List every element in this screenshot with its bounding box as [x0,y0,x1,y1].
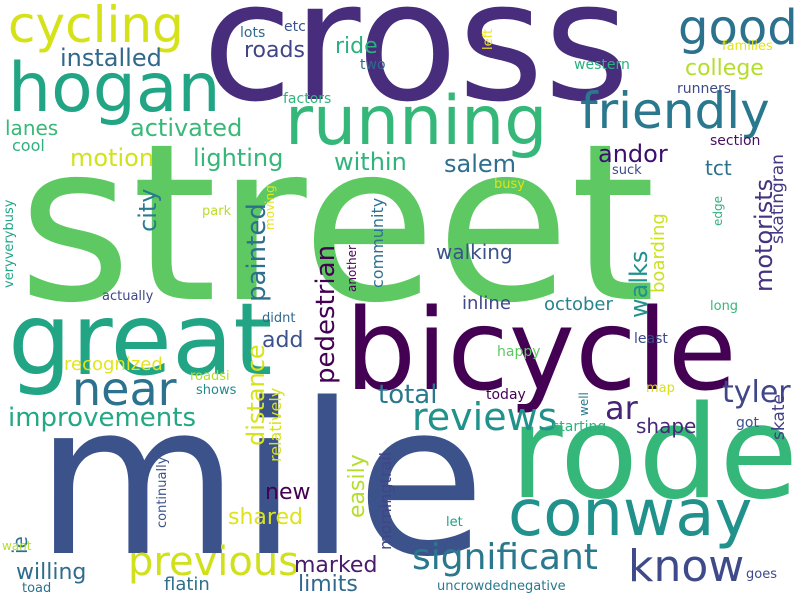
word-previous: previous [128,539,300,585]
word-pedestrian: pedestrian [311,244,341,384]
word-mile: mile [35,358,486,600]
word-significant: significant [412,537,598,578]
word-well: well [577,392,591,416]
word-tct: tct [705,156,732,180]
word-skate: skate [769,394,789,440]
word-great: great [8,281,273,398]
word-let: let [446,515,463,530]
word-marked: marked [294,553,378,578]
word-easily: easily [345,454,370,518]
word-roads: roads [244,38,305,63]
word-college: college [685,56,764,81]
word-moving: moving [263,185,277,230]
word-andor: andor [598,140,668,168]
word-conway: conway [508,477,753,551]
word-relatively: relatively [266,387,285,462]
word-ride: ride [335,34,378,59]
word-factors: factors [283,91,332,107]
word-long: long [710,299,739,314]
word-near: near [72,362,177,416]
word-two: two [360,57,386,73]
word-inline: inline [462,293,511,314]
word-map: map [646,381,675,396]
word-today: today [486,387,526,403]
word-uncrowdednegative: uncrowdednegative [437,579,566,594]
word-street: street [18,98,656,351]
word-activated: activated [130,114,243,142]
word-recognized: recognized [64,354,163,375]
word-tyler: tyler [722,375,791,410]
word-runners: runners [677,81,732,97]
word-community: community [368,197,387,288]
word-section: section [710,133,761,149]
word-families: families [722,39,773,54]
word-happy: happy [497,344,541,360]
word-cycling: cycling [8,0,184,54]
word-left: left [481,28,496,50]
word-ar: ar [605,389,638,427]
word-didnt: didnt [262,311,296,326]
word-least: least [634,331,668,347]
word-distance: distance [242,344,270,446]
word-cross: cross [202,0,630,138]
word-city: city [134,188,162,232]
word-running: running [285,82,548,161]
word-add: add [262,328,304,353]
word-walking: walking [436,240,513,264]
word-know: know [628,541,745,592]
word-bicycle: bicycle [345,286,737,416]
word-edge: edge [711,196,725,226]
word-salem: salem [444,150,517,178]
word-morningtrail: morningtrail [376,451,395,550]
word-shared: shared [228,505,303,530]
word-october: october [544,294,613,315]
word-hogan: hogan [8,49,221,128]
word-goes: goes [746,567,777,582]
word-boarding: boarding [648,213,669,293]
word-starting: starting [552,419,607,435]
word-shape: shape [636,414,697,438]
word-reviews: reviews [412,395,558,439]
word-lighting: lighting [193,144,284,172]
word-flatin: flatin [164,574,210,595]
word-park: park [202,204,232,219]
word-willing: willing [16,560,87,585]
word-good: good [678,0,798,56]
word-roadsi: roadsi [190,369,230,384]
word-veryverybusy: veryverybusy [2,199,17,288]
word-suck: suck [612,163,642,178]
word-western: western [574,57,630,73]
word-limits: limits [298,572,358,597]
word-got: got [736,415,759,431]
word-another: another [345,245,359,292]
word-lots: lots [240,25,266,41]
word-friendly: friendly [580,82,770,140]
word-motion: motion [70,144,155,172]
word-within: within [334,148,407,176]
word-installed: installed [60,44,162,72]
word-continually: continually [155,456,170,528]
word-total: total [378,380,438,410]
word-want: want [2,539,32,553]
word-improvements: improvements [8,403,197,433]
word-shows: shows [196,383,237,398]
word-cool: cool [12,136,45,155]
word-lanes: lanes [5,116,59,140]
word-new: new [265,480,311,505]
word-skatingran: skatingran [768,154,788,244]
word-busy: busy [494,177,525,192]
word-toad: toad [22,581,52,596]
word-actually: actually [102,289,154,304]
word-etc: etc [284,19,306,35]
word-rode: rode [510,379,799,528]
